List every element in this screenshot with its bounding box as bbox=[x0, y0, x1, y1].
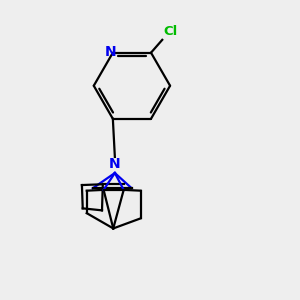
Text: Cl: Cl bbox=[164, 25, 178, 38]
Text: N: N bbox=[105, 45, 116, 59]
Text: N: N bbox=[109, 157, 121, 171]
